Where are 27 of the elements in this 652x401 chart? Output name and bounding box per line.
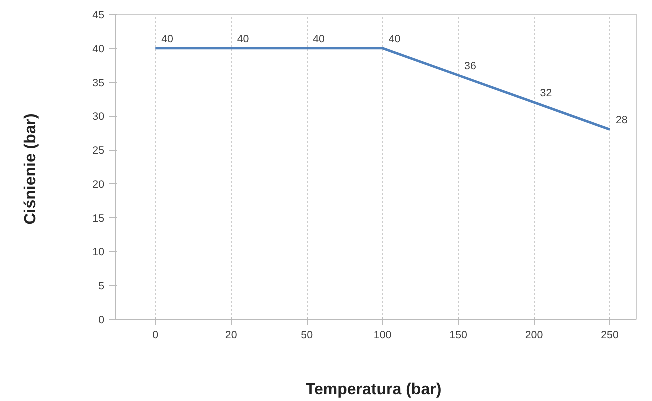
x-tick-label: 20 [225, 330, 238, 342]
y-tick-label: 15 [92, 212, 105, 225]
data-label: 40 [313, 33, 326, 46]
line-series [154, 47, 612, 131]
y-tick-label: 30 [92, 111, 105, 124]
x-tick-label: 0 [152, 330, 159, 342]
x-tick-label: 50 [301, 330, 314, 342]
y-tick-label: 45 [92, 10, 105, 22]
data-label: 40 [162, 33, 174, 46]
data-label: 28 [616, 114, 628, 127]
y-tick-label: 10 [92, 246, 105, 259]
data-label: 36 [464, 60, 476, 72]
y-tick-label: 35 [92, 77, 105, 90]
x-axis-title: Temperatura (bar) [306, 382, 442, 398]
y-tick-label: 0 [98, 314, 105, 326]
x-tick-label: 100 [374, 330, 392, 342]
data-label: 40 [237, 33, 250, 46]
data-label: 32 [540, 88, 552, 100]
y-axis-title: Ciśnienie (bar) [22, 114, 40, 225]
y-tick-label: 20 [92, 178, 105, 191]
y-tick-label: 5 [98, 280, 105, 293]
x-tick-label: 250 [601, 330, 619, 342]
data-label: 40 [388, 33, 401, 46]
x-tick-label: 200 [525, 330, 544, 342]
x-tick-label: 150 [450, 330, 468, 342]
y-tick-label: 40 [92, 43, 105, 56]
y-tick-label: 25 [92, 145, 105, 158]
